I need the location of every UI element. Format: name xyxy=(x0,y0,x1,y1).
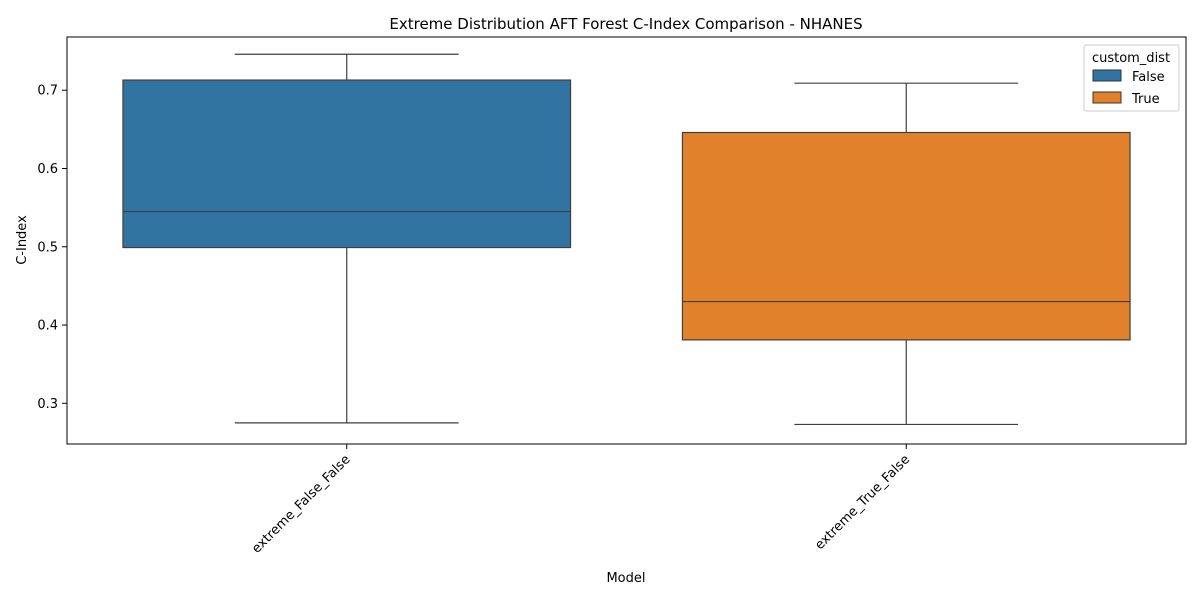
legend: custom_dist False True xyxy=(1083,44,1180,112)
y-tick-label: 0.3 xyxy=(37,397,58,412)
box-true xyxy=(681,131,1131,341)
x-axis-label: Model xyxy=(606,571,645,586)
legend-title: custom_dist xyxy=(1092,51,1170,66)
x-tick-label: extreme_True_False xyxy=(812,452,913,553)
y-tick-label: 0.6 xyxy=(37,162,58,177)
x-axis: extreme_False_False extreme_True_False xyxy=(249,444,913,557)
y-axis-label: C-Index xyxy=(15,215,30,265)
y-tick-label: 0.5 xyxy=(37,240,58,255)
y-tick-label: 0.4 xyxy=(37,319,58,334)
legend-label-true: True xyxy=(1131,92,1160,107)
y-tick-label: 0.7 xyxy=(37,84,58,99)
legend-swatch-false xyxy=(1092,69,1122,82)
box-false xyxy=(122,79,572,249)
x-tick-label: extreme_False_False xyxy=(249,452,353,556)
legend-swatch-true xyxy=(1092,91,1122,104)
legend-label-false: False xyxy=(1132,70,1165,85)
y-axis: 0.3 0.4 0.5 0.6 0.7 xyxy=(37,84,67,412)
plot-frame xyxy=(66,36,1187,445)
plot-area xyxy=(122,53,1131,426)
chart-title: Extreme Distribution AFT Forest C-Index … xyxy=(389,15,862,33)
